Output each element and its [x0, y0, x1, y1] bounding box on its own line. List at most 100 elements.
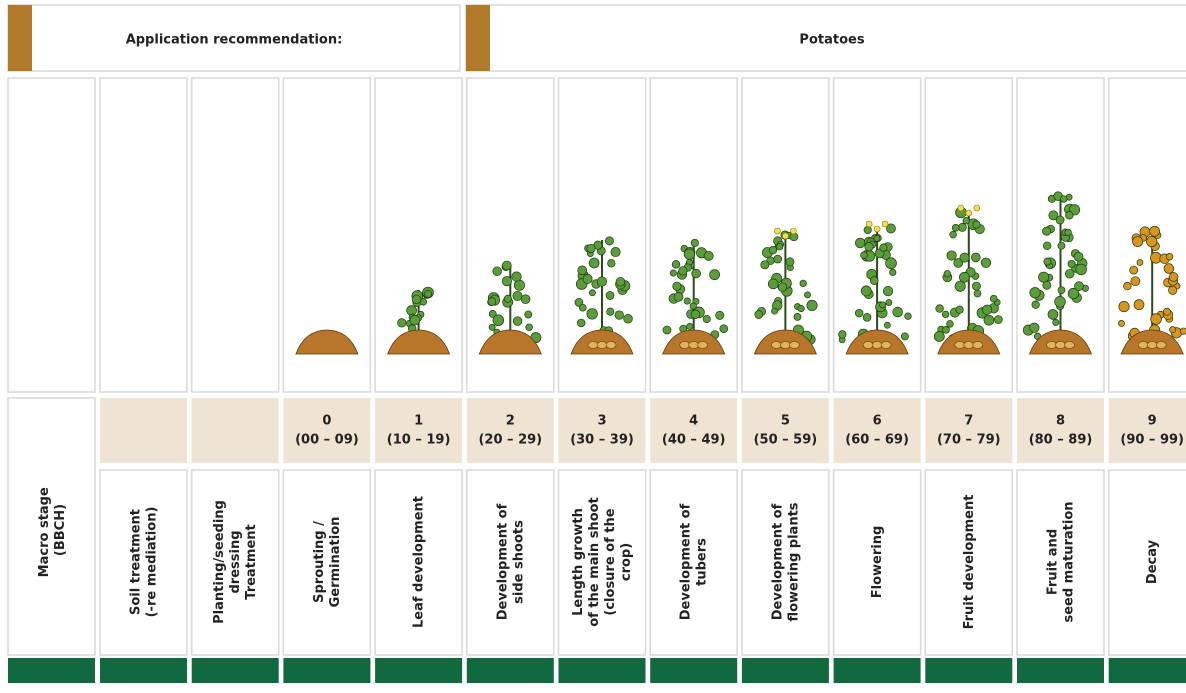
plant-leaf — [1150, 226, 1160, 236]
plant-leaf — [865, 243, 873, 251]
stage-number: 2 — [506, 414, 515, 429]
label-line: of the main shoot — [587, 497, 602, 627]
green-bar — [834, 658, 921, 683]
plant-leaf — [710, 270, 720, 280]
plant-leaf — [578, 266, 587, 275]
plant-leaf — [769, 246, 777, 254]
stage-label: Development ofside shoots — [495, 503, 526, 620]
stage-cell — [467, 398, 554, 463]
plant-leaf — [947, 321, 954, 328]
plant-leaf — [1060, 196, 1067, 203]
plant-leaf — [1137, 259, 1143, 265]
green-bar — [559, 658, 646, 683]
plant-leaf — [973, 221, 980, 228]
plant-leaf — [616, 277, 625, 286]
plant-leaf — [880, 302, 886, 308]
plant-flower — [958, 205, 964, 211]
plant-leaf — [861, 252, 868, 259]
tuber — [863, 342, 873, 349]
plant-leaf — [942, 311, 949, 318]
stage-label: Development offlowering plants — [770, 502, 801, 621]
plant-leaf — [884, 322, 890, 328]
plant-leaf — [1180, 328, 1186, 334]
plant-leaf — [513, 291, 522, 300]
stage-number: 1 — [414, 414, 423, 429]
plant-leaf — [1056, 216, 1064, 224]
plant-leaf — [1058, 287, 1065, 294]
plant-leaf — [607, 308, 614, 315]
header-left-title: Application recommendation: — [126, 33, 343, 48]
label-line: Development of — [678, 503, 693, 620]
green-bar — [1109, 658, 1186, 683]
plant-leaf — [1166, 253, 1173, 260]
stage-cell — [192, 398, 279, 463]
stage-cell — [375, 398, 462, 463]
green-bar — [742, 658, 829, 683]
plant-leaf — [776, 244, 783, 251]
plant-leaf — [579, 304, 586, 311]
plant-leaf — [1065, 211, 1073, 219]
tuber — [955, 342, 965, 349]
green-bar — [283, 658, 370, 683]
plant-leaf — [673, 282, 681, 290]
plant-leaf — [1169, 273, 1178, 282]
plant-leaf — [956, 306, 963, 313]
tuber — [771, 342, 781, 349]
plant-leaf — [679, 267, 688, 276]
plant-leaf — [994, 316, 1002, 324]
plant-leaf — [1053, 319, 1059, 325]
plant-leaf — [778, 283, 787, 292]
stage-range: (50 – 59) — [754, 433, 818, 448]
plant-leaf — [597, 277, 607, 287]
plant-leaf — [864, 226, 871, 233]
plant-leaf — [863, 313, 871, 321]
plant-leaf — [504, 295, 511, 302]
plant-leaf — [583, 274, 592, 283]
label-line: (BBCH) — [53, 504, 68, 556]
stage-cell — [742, 398, 829, 463]
plant-leaf — [768, 279, 778, 289]
plant-leaf — [1068, 260, 1075, 267]
plant-leaf — [720, 325, 728, 333]
plant-flower — [790, 228, 796, 234]
plant-leaf — [410, 315, 420, 325]
stage-number: 3 — [597, 414, 606, 429]
label-line: tubers — [694, 538, 709, 586]
stage-cell — [650, 398, 737, 463]
stage-range: (20 – 29) — [478, 433, 542, 448]
stage-label: Leaf development — [411, 496, 426, 628]
plant-leaf — [663, 326, 671, 334]
plant-leaf — [901, 333, 908, 340]
plant-leaf — [587, 244, 595, 252]
stage-number: 6 — [873, 414, 882, 429]
plant-leaf — [1043, 281, 1051, 289]
stage-range: (40 – 49) — [662, 433, 726, 448]
plant-leaf — [589, 258, 599, 268]
plant-leaf — [624, 314, 633, 323]
label-line: Sprouting / — [311, 521, 326, 603]
plant-leaf — [670, 270, 676, 276]
plant-leaf — [512, 272, 521, 281]
plant-leaf — [972, 282, 980, 290]
stage-label: Flowering — [870, 526, 885, 599]
plant-flower — [974, 205, 980, 211]
plant-leaf — [883, 286, 892, 295]
plant-leaf — [489, 324, 495, 330]
plant-leaf — [1058, 242, 1065, 249]
green-bar — [467, 658, 554, 683]
plant-leaf — [794, 313, 801, 320]
tuber — [698, 342, 708, 349]
plant-leaf — [521, 295, 530, 304]
tuber — [689, 342, 699, 349]
plant-leaf — [1134, 300, 1144, 310]
stage-number: 9 — [1148, 414, 1157, 429]
header-accent — [8, 5, 32, 71]
plant-flower — [782, 233, 788, 239]
plant-flower — [874, 226, 880, 232]
stage-number: 0 — [322, 414, 331, 429]
plant-leaf — [905, 313, 912, 320]
stage-number: 7 — [964, 414, 973, 429]
plant-leaf — [493, 315, 504, 326]
label-line: Development of — [770, 503, 785, 620]
header-right-title: Potatoes — [799, 33, 864, 48]
